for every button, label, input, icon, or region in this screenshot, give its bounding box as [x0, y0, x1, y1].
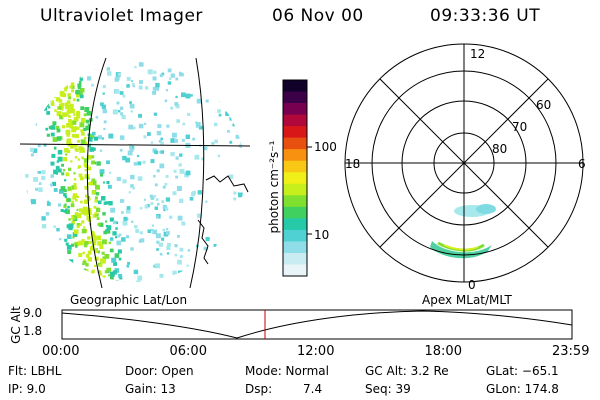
colorbar-segment	[283, 149, 307, 162]
time-tick-label: 18:00	[424, 344, 462, 359]
date-display: 06 Nov 00	[272, 6, 364, 26]
gain-info: Gain: 13	[125, 382, 176, 396]
coastline	[197, 175, 249, 265]
lat-label-60: 60	[536, 98, 552, 112]
dsp-info: Dsp:	[245, 382, 273, 396]
time-tick-label: 23:59	[552, 344, 590, 359]
mode-info: Mode: Normal	[245, 364, 329, 378]
colorbar-segment	[283, 241, 307, 254]
altitude-tick-top: 9.0	[23, 306, 43, 320]
colorbar-segment	[283, 195, 307, 208]
altitude-axis-label: GC Alt	[9, 306, 23, 344]
longitude-line-right	[189, 57, 205, 289]
colorbar-segment	[283, 172, 307, 185]
colorbar-segment	[283, 229, 307, 242]
time-tick-label: 06:00	[169, 344, 207, 359]
apex-projection-label: Apex MLat/MLT	[422, 293, 512, 307]
altitude-tick-bottom: 1.8	[23, 324, 43, 338]
colorbar-segment	[283, 80, 307, 93]
dsp-value: 7.4	[303, 382, 323, 396]
mlt-label-0: 0	[468, 278, 476, 292]
gc-alt-info: GC Alt: 3.2 Re	[365, 364, 449, 378]
colorbar-segment	[283, 137, 307, 150]
geographic-projection-label: Geographic Lat/Lon	[70, 293, 188, 307]
mlt-label-18: 18	[345, 157, 361, 171]
colorbar-tick-10: 10	[314, 228, 330, 242]
polar-plot	[344, 43, 584, 283]
colorbar-segment	[283, 126, 307, 139]
lat-label-80: 80	[492, 142, 508, 156]
colorbar-segment	[283, 91, 307, 104]
time-display: 09:33:36 UT	[430, 6, 541, 26]
colorbar-unit-label: photon cm⁻²s⁻¹	[267, 140, 281, 234]
altitude-plot	[61, 309, 573, 340]
lat-label-70: 70	[512, 120, 528, 134]
colorbar-tick-100: 100	[314, 140, 337, 154]
time-tick-label: 12:00	[297, 344, 335, 359]
mlt-label-12: 12	[470, 47, 486, 61]
colorbar-segment	[283, 114, 307, 127]
altitude-curve	[61, 310, 573, 339]
colorbar-segment	[283, 103, 307, 116]
ip-info: IP: 9.0	[8, 382, 46, 396]
glon-info: GLon: 174.8	[486, 382, 559, 396]
glat-info: GLat: −65.1	[486, 364, 559, 378]
colorbar-segment	[283, 206, 307, 219]
geographic-image-panel	[19, 57, 251, 289]
polar-aurora	[430, 204, 496, 259]
time-tick-label: 00:00	[42, 344, 80, 359]
colorbar-segment	[283, 252, 307, 265]
seq-info: Seq: 39	[365, 382, 411, 396]
filter-info: Flt: LBHL	[8, 364, 62, 378]
app-title: Ultraviolet Imager	[40, 6, 203, 26]
longitude-line-left	[86, 57, 107, 289]
colorbar	[282, 79, 312, 277]
colorbar-segment	[283, 218, 307, 231]
colorbar-segment	[283, 264, 307, 277]
colorbar-segment	[283, 160, 307, 173]
mlt-label-6: 6	[578, 157, 586, 171]
colorbar-segment	[283, 183, 307, 196]
door-info: Door: Open	[125, 364, 194, 378]
latitude-line	[19, 143, 251, 147]
